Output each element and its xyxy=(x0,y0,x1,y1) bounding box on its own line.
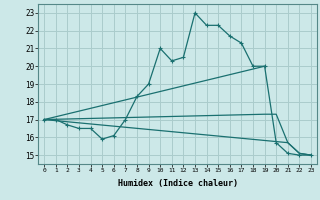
X-axis label: Humidex (Indice chaleur): Humidex (Indice chaleur) xyxy=(118,179,238,188)
